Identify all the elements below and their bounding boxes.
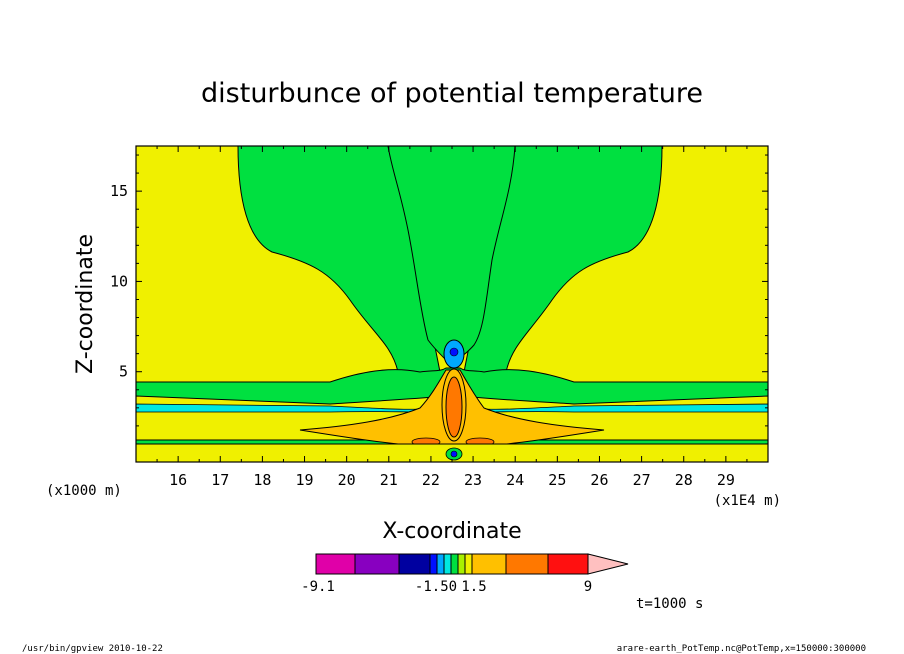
colorbar-segment <box>547 553 589 575</box>
colorbar-tick-label: -1.50 <box>415 579 457 595</box>
colorbar-segment <box>354 553 400 575</box>
colorbar-segment <box>436 553 445 575</box>
x-tick-label: 25 <box>548 471 566 489</box>
colorbar-tick-label: 9 <box>584 579 592 595</box>
colorbar-segment <box>443 553 452 575</box>
chart-title: disturbunce of potential temperature <box>201 78 703 109</box>
colorbar-segment <box>398 553 431 575</box>
colorbar-segment <box>450 553 459 575</box>
x-tick-label: 16 <box>169 471 187 489</box>
x-tick-label: 27 <box>633 471 651 489</box>
colorbar-segment <box>471 553 507 575</box>
x-unit-note: (x1E4 m) <box>714 493 781 509</box>
y-tick-label: 5 <box>119 363 128 381</box>
x-tick-label: 28 <box>675 471 693 489</box>
y-axis-ticks: 5 10 15 <box>110 154 768 463</box>
colorbar-tick-label: -9.1 <box>301 579 335 595</box>
contour-blue-core <box>449 347 459 357</box>
colorbar-segment <box>464 553 473 575</box>
contour-surface-cell-core <box>450 450 458 458</box>
y-tick-label: 15 <box>110 182 128 200</box>
x-tick-label: 26 <box>590 471 608 489</box>
y-tick-label: 10 <box>110 272 128 290</box>
footer-right: arare-earth_PotTemp.nc@PotTemp,x=150000:… <box>617 644 866 654</box>
y-unit-note: (x1000 m) <box>46 483 122 499</box>
contour-cyan-layer <box>136 403 768 413</box>
x-tick-label: 29 <box>717 471 735 489</box>
x-axis-ticks: 16 17 18 19 20 21 22 23 24 25 26 27 28 29 <box>135 146 769 489</box>
contour-field <box>136 146 768 462</box>
colorbar-segment <box>505 553 549 575</box>
footer-left: /usr/bin/gpview 2010-10-22 <box>22 644 163 654</box>
x-tick-label: 18 <box>253 471 271 489</box>
colorbar-arrow <box>587 553 629 575</box>
colorbar-tick-label: 1.5 <box>461 579 486 595</box>
time-annotation: t=1000 s <box>636 596 703 612</box>
x-tick-label: 19 <box>296 471 314 489</box>
colorbar-labels: -9.1 -1.50 1.5 9 <box>301 579 592 595</box>
x-tick-label: 24 <box>506 471 524 489</box>
colorbar-segment <box>429 553 438 575</box>
colorbar-segment <box>457 553 466 575</box>
colorbar-segment <box>315 553 356 575</box>
x-axis-label: X-coordinate <box>382 519 521 544</box>
x-tick-label: 20 <box>338 471 356 489</box>
x-tick-label: 21 <box>380 471 398 489</box>
x-tick-label: 22 <box>422 471 440 489</box>
contour-red-column <box>445 376 463 438</box>
colorbar <box>315 553 629 575</box>
x-tick-label: 17 <box>211 471 229 489</box>
y-axis-label: Z-coordinate <box>73 234 98 374</box>
x-tick-label: 23 <box>464 471 482 489</box>
